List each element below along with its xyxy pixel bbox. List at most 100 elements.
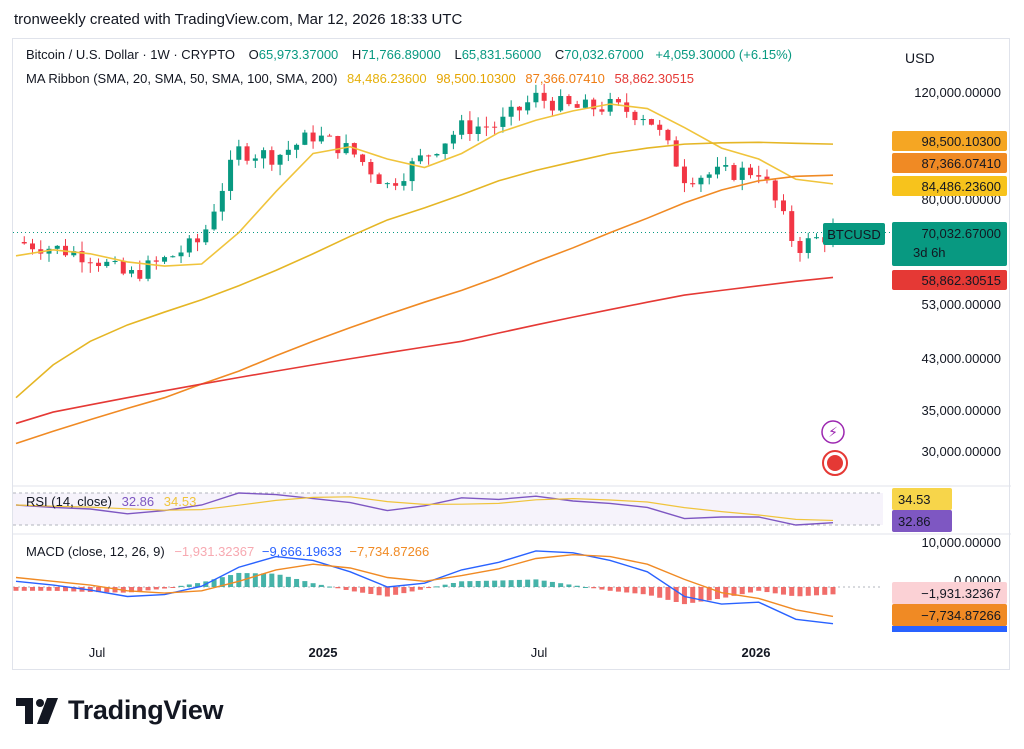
candle-body — [30, 243, 36, 250]
rsi-label[interactable]: RSI (14, close) — [26, 494, 112, 509]
macd-label[interactable]: MACD (close, 12, 26, 9) — [26, 544, 165, 559]
macd-histogram-bar — [162, 587, 168, 589]
candle-body — [87, 262, 93, 264]
candle-body — [21, 241, 27, 244]
candle-body — [285, 149, 291, 155]
candle-body — [483, 126, 489, 128]
macd-signal-line — [15, 553, 834, 618]
macd-legend[interactable]: MACD (close, 12, 26, 9) −1,931.32367 −9,… — [26, 544, 429, 559]
candle-body — [739, 167, 745, 180]
candle-body — [533, 92, 539, 103]
candle-body — [805, 238, 811, 253]
macd-value: −9,666.19633 — [261, 544, 342, 559]
macd-histogram-bar — [318, 584, 324, 587]
candle-body — [566, 96, 572, 105]
tradingview-logo-icon — [16, 697, 58, 724]
candle-body — [467, 120, 473, 135]
macd-histogram-bar — [360, 587, 366, 593]
candle-body — [450, 134, 456, 144]
rsi-line — [15, 492, 834, 526]
candle-body — [591, 99, 597, 110]
rsi-tag-text: 32.86 — [898, 514, 931, 529]
macd-histogram-bar — [640, 587, 646, 595]
last-price-tag — [892, 222, 1007, 266]
macd-histogram-bar — [244, 573, 250, 587]
macd-histogram-bar — [417, 587, 423, 590]
close-value: 70,032.67000 — [564, 47, 644, 62]
candle-body — [516, 106, 522, 111]
ma200-tag-text: 58,862.30515 — [921, 273, 1001, 288]
macd-hist-tag — [892, 582, 1007, 604]
macd-histogram-bar — [269, 573, 275, 587]
candle-body — [145, 260, 151, 279]
candle-body — [673, 140, 679, 167]
rsi-legend[interactable]: RSI (14, close) 32.86 34.53 — [26, 494, 196, 509]
macd-histogram-bar — [582, 587, 588, 588]
candle-body — [681, 166, 687, 184]
candle-body — [492, 126, 498, 128]
macd-histogram-bar — [96, 587, 102, 593]
macd-histogram-bar — [525, 579, 531, 587]
symbol-legend[interactable]: Bitcoin / U.S. Dollar · 1W · CRYPTO O65,… — [26, 47, 792, 62]
macd-histogram-bar — [294, 578, 300, 587]
price-axis-label: 35,000.00000 — [921, 403, 1001, 418]
macd-histogram-bar — [302, 581, 308, 587]
candle-body — [541, 92, 547, 101]
macd-histogram-bar — [706, 587, 712, 601]
time-axis-label: Jul — [531, 645, 548, 660]
candle-body — [475, 126, 481, 135]
macd-histogram-bar — [591, 587, 597, 589]
macd-histogram-bar — [599, 587, 605, 590]
macd-histogram-bar — [236, 572, 242, 587]
open-value: 65,973.37000 — [258, 47, 339, 62]
macd-histogram-bar — [401, 587, 407, 594]
macd-histogram-bar — [508, 580, 514, 587]
low-label: L — [454, 47, 462, 62]
symbol-name[interactable]: Bitcoin / U.S. Dollar · 1W · CRYPTO — [26, 47, 236, 62]
chart-canvas[interactable]: 120,000.0000080,000.0000053,000.0000043,… — [13, 39, 1011, 671]
ma100-value: 87,366.07410 — [525, 71, 605, 86]
ma-ribbon-legend[interactable]: MA Ribbon (SMA, 20, SMA, 50, SMA, 100, S… — [26, 71, 694, 86]
macd-histogram-bar — [673, 587, 679, 602]
ticker-tag — [823, 223, 885, 245]
macd-histogram-bar — [533, 579, 539, 587]
chart-frame[interactable]: 120,000.00000 80,000.00000 53,000.00000 43,… — [12, 38, 1011, 671]
macd-histogram-bar — [211, 579, 217, 587]
candle-body — [310, 132, 316, 142]
macd-histogram-bar — [657, 587, 663, 598]
macd-histogram-bar — [368, 587, 374, 594]
candle-body — [417, 155, 423, 162]
currency-selector[interactable]: USD — [893, 44, 1005, 72]
change-value: +4,059.30000 (+6.15%) — [655, 47, 793, 62]
ma-ribbon-label[interactable]: MA Ribbon (SMA, 20, SMA, 50, SMA, 100, S… — [26, 71, 338, 86]
macd-histogram-bar — [805, 587, 811, 596]
macd-histogram-bar — [261, 573, 267, 587]
macd-histogram-bar — [228, 575, 234, 587]
candle-body — [244, 146, 250, 161]
macd-histogram-bar — [13, 587, 19, 591]
candle-body — [434, 154, 440, 156]
ma200-value: 58,862.30515 — [614, 71, 695, 86]
high-label: H — [351, 47, 362, 62]
macd-signal-tag — [892, 604, 1007, 626]
candle-body — [261, 150, 267, 159]
candle-body — [393, 183, 399, 186]
macd-histogram-bar — [450, 582, 456, 587]
candle-body — [772, 180, 778, 201]
rsi-ma-line — [15, 496, 834, 522]
candle-body — [71, 251, 77, 256]
macd-histogram-value: −1,931.32367 — [174, 544, 255, 559]
rsi-value: 32.86 — [121, 494, 155, 509]
tradingview-logo: TradingView — [16, 695, 224, 726]
macd-histogram-bar — [607, 587, 613, 591]
macd-histogram-bar — [335, 587, 341, 589]
candle-body — [789, 211, 795, 241]
macd-histogram-bar — [351, 587, 357, 592]
macd-histogram-bar — [54, 587, 60, 591]
candle-body — [252, 158, 258, 161]
time-axis-label: 2025 — [309, 645, 338, 660]
candle-body — [426, 155, 432, 157]
macd-histogram-bar — [393, 587, 399, 595]
ma50-tag — [892, 131, 1007, 151]
candle-body — [211, 211, 217, 230]
